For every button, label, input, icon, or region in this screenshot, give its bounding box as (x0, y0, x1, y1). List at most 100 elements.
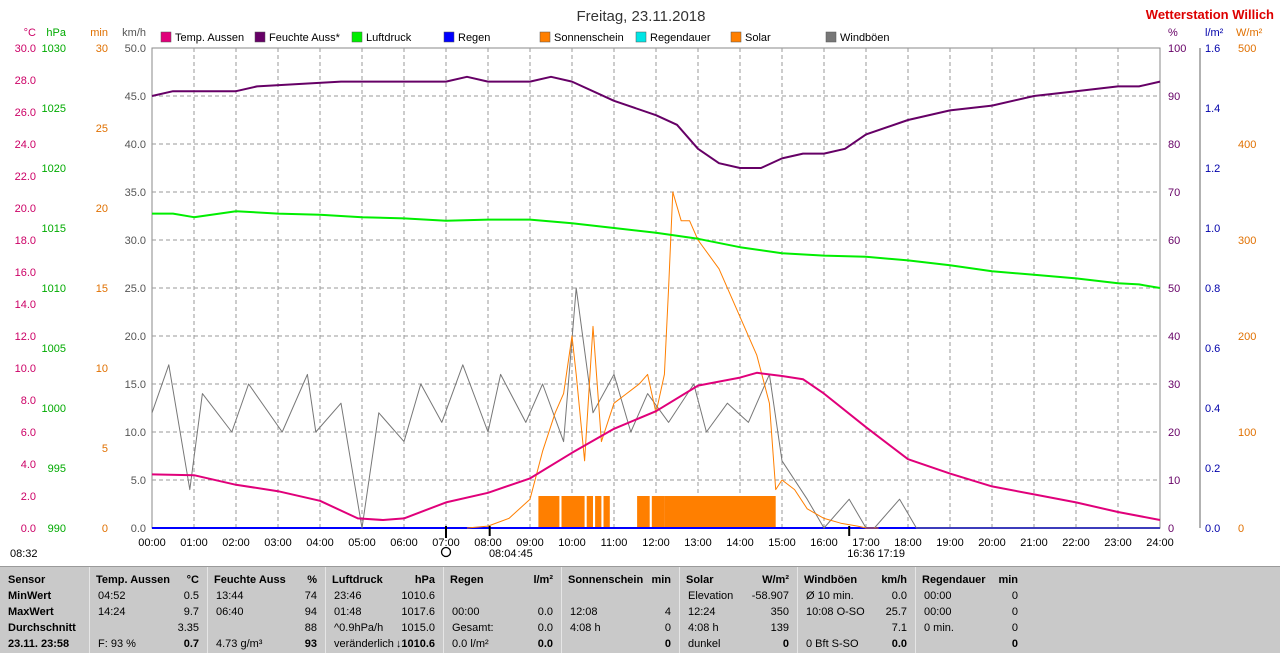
axis-tick-label: 1030 (42, 43, 66, 55)
cell-value: 25.7 (885, 606, 907, 618)
group-row: 23:46 1010.6 (326, 589, 443, 604)
axis-tick-label: 0.2 (1205, 463, 1220, 475)
cell-value: 0.0 (537, 622, 553, 634)
axis-tick-label: 90 (1168, 91, 1180, 103)
cell-value: 88 (304, 622, 317, 634)
axis-tick-label: 500 (1238, 43, 1256, 55)
cell-value: 1015.0 (401, 622, 435, 634)
group-row: 4:08 h 139 (680, 621, 797, 636)
cell-left: F: 93 % (98, 638, 136, 650)
cell-left: 00:00 (924, 590, 952, 602)
sunshine-bar (664, 496, 776, 528)
legend-label: Sonnenschein (554, 32, 624, 44)
table-group: Sonnenschein min 12:08 4 4:08 h 0 0 (561, 567, 679, 653)
axis-tick-label: 0.0 (1205, 523, 1220, 535)
sunshine-bar (538, 496, 560, 528)
axis-tick-label: 995 (48, 463, 66, 475)
x-tick-label: 00:00 (138, 537, 166, 549)
group-header: Regen l/m² (444, 573, 561, 588)
sunshine-bar (637, 496, 650, 528)
group-header: Temp. Aussen °C (90, 573, 207, 588)
legend-label: Feuchte Auss* (269, 32, 341, 44)
cell-value: 3.35 (177, 622, 199, 634)
x-tick-label: 20:00 (978, 537, 1006, 549)
axis-tick-label: 1000 (42, 403, 66, 415)
axis-tick-label: 1.2 (1205, 163, 1220, 175)
group-header: Windböen km/h (798, 573, 915, 588)
cell-value: 0.0 (537, 638, 553, 650)
axis-tick-label: 100 (1238, 427, 1256, 439)
axis-tick-label: 4.0 (21, 459, 36, 471)
axis-tick-label: 5 (102, 443, 108, 455)
cell-value: 1010.6 (401, 590, 435, 602)
x-tick-label: 01:00 (180, 537, 208, 549)
sunshine-bar (586, 496, 593, 528)
x-tick-label: 13:00 (684, 537, 712, 549)
group-row: F: 93 % 0.7 (90, 637, 207, 652)
axis-tick-label: 50.0 (125, 43, 146, 55)
cell-value: -58.907 (751, 590, 789, 602)
x-tick-label: 04:00 (306, 537, 334, 549)
axis-tick-label: 40.0 (125, 139, 146, 151)
group-title: Sonnenschein (568, 574, 644, 586)
axis-tick-label: 70 (1168, 187, 1180, 199)
group-row: 00:00 0.0 (444, 605, 561, 620)
group-row: Gesamt: 0.0 (444, 621, 561, 636)
group-row: 0 (916, 637, 1026, 652)
group-title: Solar (686, 574, 714, 586)
cell-value: 0 (664, 638, 671, 650)
group-row: 00:00 0 (916, 589, 1026, 604)
row-label: 23.11. 23:58 (8, 638, 70, 650)
group-title: Windböen (804, 574, 858, 586)
cell-value: 1017.6 (401, 606, 435, 618)
x-tick-label: 21:00 (1020, 537, 1048, 549)
table-group: Temp. Aussen °C 04:52 0.5 14:24 9.7 3.35 F: 93 … (89, 567, 207, 653)
group-unit: km/h (881, 574, 907, 586)
x-tick-label: 03:00 (264, 537, 292, 549)
sunshine-bar (651, 496, 665, 528)
cell-left: 4:08 h (688, 622, 719, 634)
axis-tick-label: 20 (1168, 427, 1180, 439)
axis-tick-label: 0.4 (1205, 403, 1220, 415)
cell-left: 01:48 (334, 606, 362, 618)
sunshine-bar (561, 496, 585, 528)
group-title: Regen (450, 574, 484, 586)
legend-label: Regendauer (650, 32, 711, 44)
axis-tick-label: 5.0 (131, 475, 146, 487)
axis-tick-label: 20.0 (125, 331, 146, 343)
cell-value: 0 (664, 622, 671, 634)
x-tick-label: 19:00 (936, 537, 964, 549)
group-row: 4:08 h 0 (562, 621, 679, 636)
group-row: dunkel 0 (680, 637, 797, 652)
table-group: Feuchte Auss% 13:44 74 06:40 94 88 4.73 g/m³ 93 (207, 567, 325, 653)
legend-label: Windböen (840, 32, 890, 44)
x-tick-label: 02:00 (222, 537, 250, 549)
axis-tick-label: 1020 (42, 163, 66, 175)
sunshine-bars (538, 496, 776, 528)
x-tick-label: 11:00 (601, 537, 628, 549)
cell-left: 4.73 g/m³ (216, 638, 263, 650)
cell-left: 14:24 (98, 606, 126, 618)
cell-left: dunkel (688, 638, 721, 650)
series-line (151, 75, 1161, 169)
cell-left: 00:00 (452, 606, 480, 618)
cell-left: 12:08 (570, 606, 598, 618)
axis-tick-label: 15.0 (125, 379, 146, 391)
axis-tick-label: 0 (1238, 523, 1244, 535)
legend-label: Solar (745, 32, 771, 44)
cell-left: 10:08 O-SO (806, 606, 865, 618)
group-unit: °C (186, 574, 199, 586)
series-line (152, 210, 1161, 289)
group-row: veränderlich ↓1010.6 (326, 637, 443, 652)
group-row: 14:24 9.7 (90, 605, 207, 620)
marker-circle (440, 546, 452, 558)
axis-unit-left: °C (24, 27, 36, 39)
group-row: 12:24 350 (680, 605, 797, 620)
axis-unit-right: W/m² (1236, 27, 1263, 39)
axis-tick-label: 30.0 (125, 235, 146, 247)
series-line (466, 191, 879, 529)
series-line (151, 371, 1161, 521)
cell-left: veränderlich (334, 638, 394, 650)
marker-label: 08:32 (10, 548, 38, 560)
x-tick-label: 18:00 (894, 537, 922, 549)
